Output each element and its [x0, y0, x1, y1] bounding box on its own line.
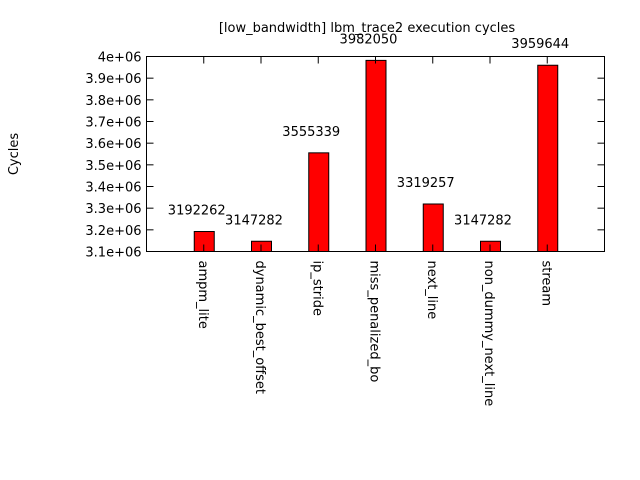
value-label-miss_penalized_bo: 3982050	[340, 32, 398, 47]
value-label-ip_stride: 3555339	[282, 125, 340, 140]
bar-next_line	[422, 203, 444, 253]
x-tick-label-ampm_lite: ampm_lite	[195, 261, 210, 329]
y-tick-label: 3.6e+06	[85, 137, 141, 152]
x-tick-label-ip_stride: ip_stride	[309, 261, 324, 316]
x-tick-label-miss_penalized_bo: miss_penalized_bo	[367, 261, 382, 383]
y-tick-label: 3.5e+06	[85, 159, 141, 174]
y-tick-label: 3.4e+06	[85, 181, 141, 196]
chart-title: [low_bandwidth] lbm_trace2 execution cyc…	[219, 21, 516, 36]
value-labels: 3192262314728235553393982050331925731472…	[168, 32, 569, 228]
y-tick-label: 3.8e+06	[85, 94, 141, 109]
y-axis-ticks: 3.1e+06 3.2e+06 3.3e+06 3.4e+06 3.5e+06 3.6e+…	[85, 51, 605, 261]
y-tick-label: 3.7e+06	[85, 116, 141, 131]
value-label-next_line: 3319257	[397, 176, 455, 191]
x-tick-label-next_line: next_line	[424, 261, 439, 320]
value-label-non_dummy_next_line: 3147282	[454, 213, 512, 228]
value-label-ampm_lite: 3192262	[168, 204, 226, 219]
y-axis-label: Cycles	[7, 133, 22, 176]
x-tick-label-non_dummy_next_line: non_dummy_next_line	[481, 261, 496, 407]
x-tick-label-stream: stream	[538, 261, 553, 307]
y-tick-label: 3.3e+06	[85, 202, 141, 217]
y-tick-label: 4e+06	[98, 51, 142, 66]
value-label-stream: 3959644	[511, 37, 569, 52]
bar-stream	[537, 64, 559, 252]
x-axis-tick-labels: ampm_lite dynamic_best_offset ip_stride mis…	[195, 56, 553, 407]
y-tick-label: 3.9e+06	[85, 72, 141, 87]
bar-ip_stride	[308, 152, 330, 252]
bar-miss_penalized_bo	[365, 59, 387, 253]
y-tick-label: 3.1e+06	[85, 246, 141, 261]
value-label-dynamic_best_offset: 3147282	[225, 213, 283, 228]
x-tick-label-dynamic_best_offset: dynamic_best_offset	[252, 261, 267, 394]
y-tick-label: 3.2e+06	[85, 224, 141, 239]
